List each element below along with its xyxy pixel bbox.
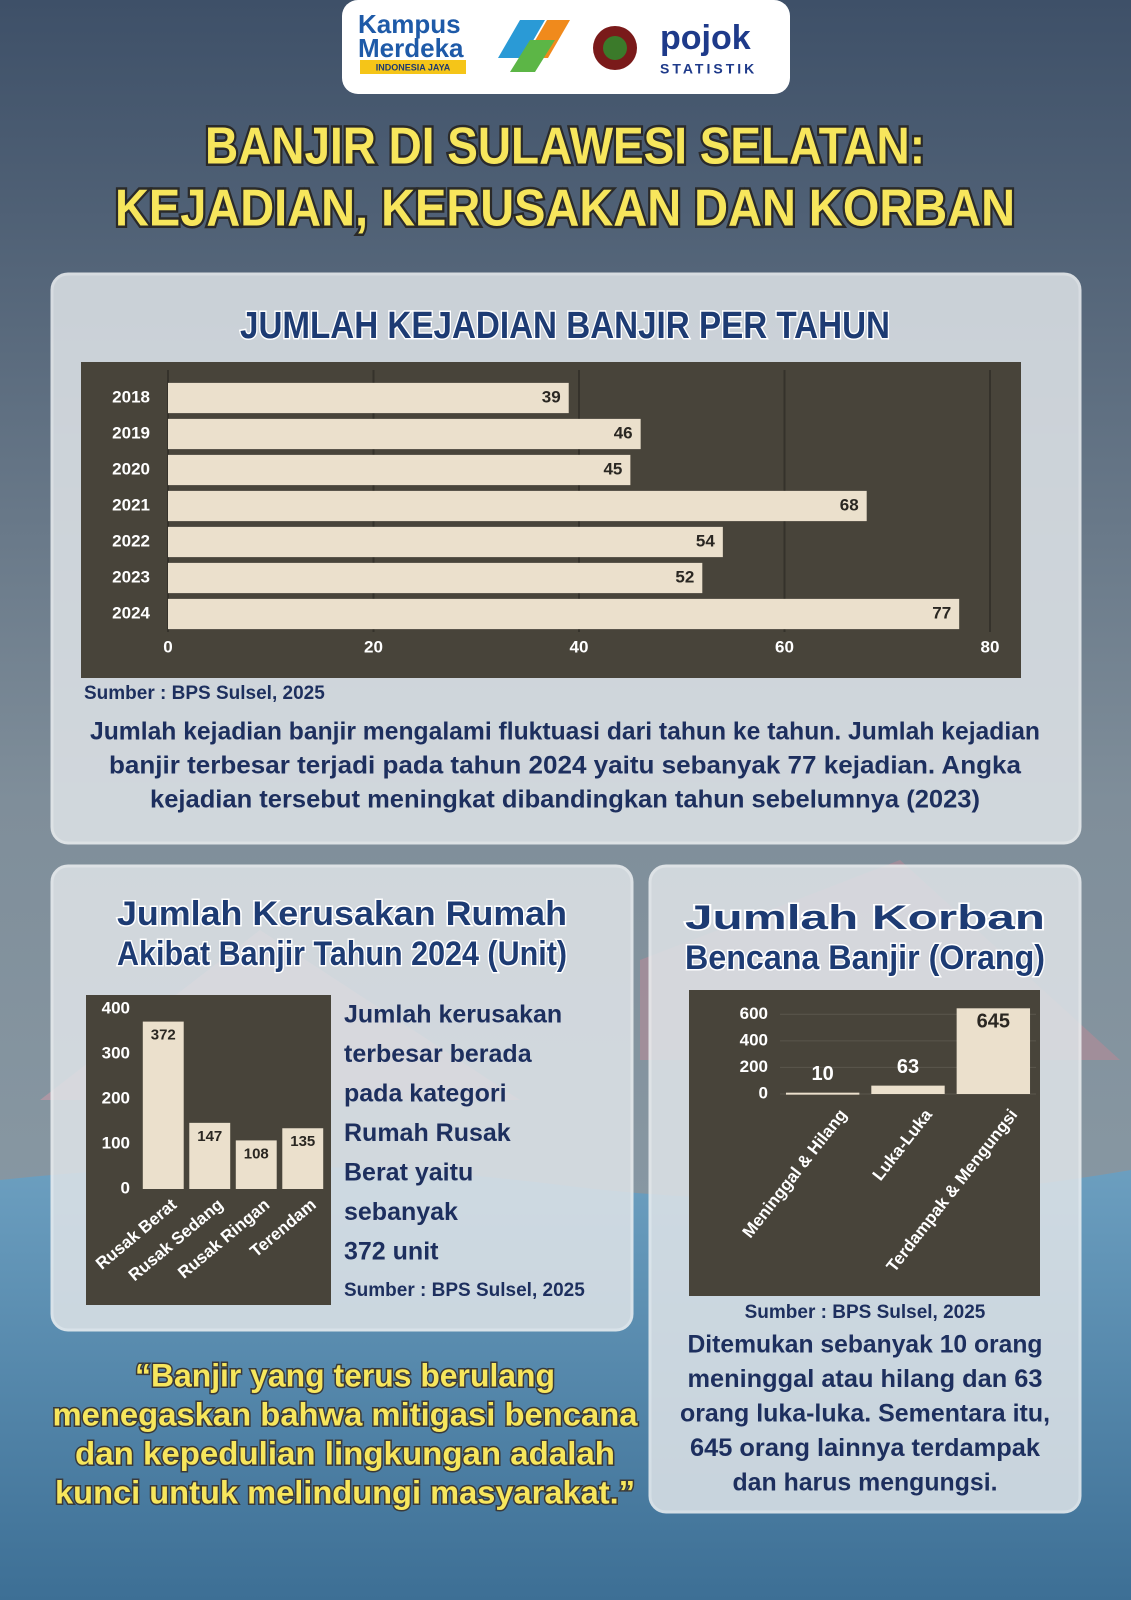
description: banjir terbesar terjadi pada tahun 2024 … xyxy=(109,752,1022,780)
y-tick-label: 200 xyxy=(102,1088,130,1107)
bar xyxy=(871,1085,945,1094)
main-title: BANJIR DI SULAWESI SELATAN: xyxy=(205,118,925,176)
value-label: 63 xyxy=(897,1056,919,1078)
description: dan harus mengungsi. xyxy=(733,1469,998,1497)
description: terbesar berada xyxy=(344,1040,533,1068)
y-tick-label: 400 xyxy=(102,998,130,1017)
y-tick-label: 0 xyxy=(759,1083,768,1102)
y-tick-label: 400 xyxy=(740,1030,768,1049)
bar xyxy=(168,418,641,450)
y-tick-label: 2021 xyxy=(112,495,150,514)
bar xyxy=(168,562,703,594)
description: Ditemukan sebanyak 10 orang xyxy=(688,1331,1043,1359)
value-label: 54 xyxy=(696,531,715,550)
value-label: 39 xyxy=(542,387,561,406)
description: pada kategori xyxy=(344,1080,507,1108)
chart-title: Jumlah Kerusakan Rumah xyxy=(117,895,567,933)
bar xyxy=(956,1008,1031,1094)
value-label: 645 xyxy=(977,1011,1010,1033)
source: Sumber : BPS Sulsel, 2025 xyxy=(344,1280,585,1301)
value-label: 372 xyxy=(151,1027,176,1044)
bar xyxy=(142,1021,184,1189)
logo-text: pojok xyxy=(660,19,751,57)
bar xyxy=(189,1122,231,1189)
value-label: 68 xyxy=(840,495,859,514)
chart-title: Bencana Banjir (Orang) xyxy=(685,939,1045,977)
bar xyxy=(785,1092,860,1095)
value-label: 147 xyxy=(197,1128,222,1145)
bar xyxy=(168,454,631,486)
bar xyxy=(168,490,867,522)
description: Rumah Rusak xyxy=(344,1119,511,1147)
bar xyxy=(168,598,960,630)
y-tick-label: 2022 xyxy=(112,531,150,550)
y-tick-label: 2023 xyxy=(112,567,150,586)
value-label: 10 xyxy=(812,1063,834,1085)
description: kejadian tersebut meningkat dibandingkan… xyxy=(150,786,980,814)
x-tick-label: 60 xyxy=(775,637,794,656)
description: orang luka-luka. Sementara itu, xyxy=(680,1400,1050,1428)
logo-band xyxy=(360,60,466,74)
description: 645 orang lainnya terdampak xyxy=(690,1434,1040,1462)
chart-title: JUMLAH KEJADIAN BANJIR PER TAHUN xyxy=(240,305,890,347)
bar xyxy=(168,526,723,558)
x-tick-label: 40 xyxy=(570,637,589,656)
y-tick-label: 100 xyxy=(102,1133,130,1152)
value-label: 135 xyxy=(290,1133,315,1150)
description: Berat yaitu xyxy=(344,1159,473,1187)
main-title: KEJADIAN, KERUSAKAN DAN KORBAN xyxy=(115,180,1015,238)
y-tick-label: 300 xyxy=(102,1043,130,1062)
quote: menegaskan bahwa mitigasi bencana xyxy=(53,1396,638,1432)
y-tick-label: 600 xyxy=(740,1004,768,1023)
logo-mark xyxy=(498,20,637,72)
source: Sumber : BPS Sulsel, 2025 xyxy=(745,1302,986,1323)
value-label: 46 xyxy=(614,423,633,442)
source: Sumber : BPS Sulsel, 2025 xyxy=(84,683,325,704)
bar xyxy=(282,1128,324,1189)
y-tick-label: 200 xyxy=(740,1057,768,1076)
value-label: 52 xyxy=(675,567,694,586)
y-tick-label: 2018 xyxy=(112,387,150,406)
x-tick-label: 80 xyxy=(981,637,1000,656)
description: Jumlah kejadian banjir mengalami fluktua… xyxy=(90,718,1040,746)
description: Jumlah kerusakan xyxy=(344,1001,562,1029)
x-tick-label: 0 xyxy=(163,637,172,656)
description: meninggal atau hilang dan 63 xyxy=(688,1365,1043,1393)
y-tick-label: 2019 xyxy=(112,423,150,442)
description: sebanyak xyxy=(344,1198,458,1226)
bar xyxy=(168,382,569,414)
y-tick-label: 2024 xyxy=(112,603,150,622)
chart-title: Jumlah Korban xyxy=(685,899,1045,937)
quote: dan kepedulian lingkungan adalah xyxy=(75,1435,615,1471)
logo-text: STATISTIK xyxy=(660,61,757,77)
y-tick-label: 2020 xyxy=(112,459,150,478)
value-label: 77 xyxy=(932,603,951,622)
chart-title: Akibat Banjir Tahun 2024 (Unit) xyxy=(117,935,567,973)
quote: “Banjir yang terus berulang xyxy=(135,1357,555,1393)
description: 372 unit xyxy=(344,1238,439,1266)
value-label: 108 xyxy=(244,1145,269,1162)
value-label: 45 xyxy=(603,459,622,478)
quote: kunci untuk melindungi masyarakat.” xyxy=(55,1474,635,1510)
x-tick-label: 20 xyxy=(364,637,383,656)
y-tick-label: 0 xyxy=(121,1178,130,1197)
logo-text: Merdeka xyxy=(358,33,464,63)
logo-text: INDONESIA JAYA xyxy=(376,62,451,72)
bar xyxy=(235,1140,277,1189)
logo-text: Kampus xyxy=(358,9,461,39)
